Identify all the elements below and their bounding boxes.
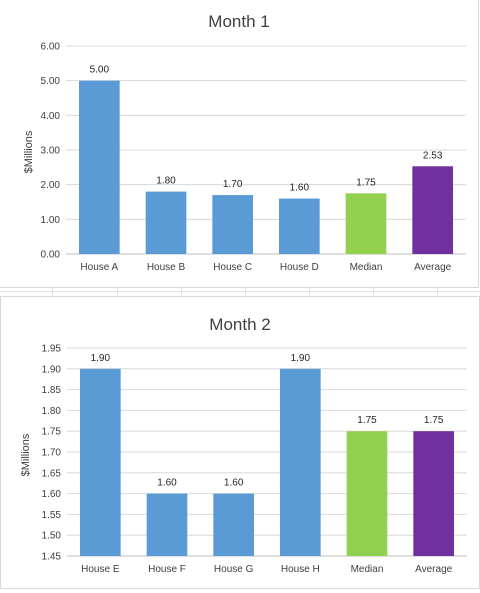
chart-title: Month 1	[208, 12, 269, 31]
x-category-label: House E	[81, 564, 120, 575]
y-tick-label: 3.00	[41, 146, 61, 157]
y-tick-label: 1.90	[42, 364, 62, 375]
x-category-label: House A	[80, 262, 118, 273]
y-tick-label: 1.65	[42, 468, 62, 479]
x-category-label: Average	[414, 262, 452, 273]
y-tick-label: 4.00	[41, 111, 61, 122]
data-label: 1.75	[356, 177, 376, 188]
bar	[412, 166, 453, 254]
data-label: 1.80	[156, 176, 176, 187]
chart-month-2-svg: Month 2 $Millions 1.45 1.50 1.55 1.60 1.65 1.…	[20, 315, 467, 575]
y-tick-label: 1.80	[42, 406, 62, 417]
bar	[80, 368, 121, 556]
y-tick-label: 1.55	[42, 510, 62, 521]
data-label: 1.90	[291, 353, 311, 364]
bar	[145, 191, 187, 254]
x-category-label: House C	[213, 262, 252, 273]
x-category-label: Median	[350, 262, 383, 273]
y-tick-label: 1.85	[42, 385, 62, 396]
y-tick-label: 1.45	[42, 552, 62, 563]
data-label: 1.70	[223, 179, 243, 190]
spreadsheet-gap	[0, 288, 480, 296]
bar	[146, 493, 188, 556]
x-category-label: Average	[415, 564, 453, 575]
data-label: 1.75	[424, 415, 444, 426]
chart-month-1: Month 1 $Millions 0.00 1.00 2.00 3.00 4.00 5.…	[0, 0, 479, 288]
y-tick-label: 1.50	[42, 531, 62, 542]
x-category-label: House B	[147, 262, 186, 273]
data-label: 1.90	[91, 353, 111, 364]
x-category-label: House D	[280, 262, 319, 273]
data-label: 1.60	[290, 183, 310, 194]
y-tick-label: 1.60	[42, 489, 62, 500]
x-category-label: House H	[281, 564, 320, 575]
chart-month-1-svg: Month 1 $Millions 0.00 1.00 2.00 3.00 4.00 5.…	[23, 12, 466, 273]
y-tick-label: 6.00	[41, 42, 61, 53]
data-label: 5.00	[90, 65, 110, 76]
x-category-label: Median	[351, 564, 384, 575]
y-tick-label: 2.00	[41, 180, 61, 191]
y-tick-label: 0.00	[41, 250, 61, 261]
y-axis-title: $Millions	[20, 433, 32, 476]
data-label: 2.53	[423, 150, 443, 161]
y-tick-label: 1.70	[42, 448, 62, 459]
bar	[212, 195, 253, 254]
chart-title: Month 2	[209, 315, 270, 334]
bar	[413, 431, 454, 556]
x-category-label: House G	[214, 564, 254, 575]
bar	[280, 368, 321, 556]
y-tick-label: 1.95	[42, 344, 62, 355]
bar	[346, 431, 388, 556]
bar	[79, 80, 120, 255]
x-category-label: House F	[148, 564, 186, 575]
y-tick-label: 1.75	[42, 427, 62, 438]
bar	[345, 193, 387, 254]
data-label: 1.60	[224, 478, 244, 489]
bar	[279, 198, 320, 254]
data-label: 1.60	[157, 478, 177, 489]
y-tick-label: 1.00	[41, 215, 61, 226]
y-tick-label: 5.00	[41, 76, 61, 87]
chart-month-2: Month 2 $Millions 1.45 1.50 1.55 1.60 1.65 1.…	[0, 296, 480, 589]
bar	[213, 493, 254, 556]
y-axis-title: $Millions	[23, 130, 35, 173]
data-label: 1.75	[357, 415, 377, 426]
